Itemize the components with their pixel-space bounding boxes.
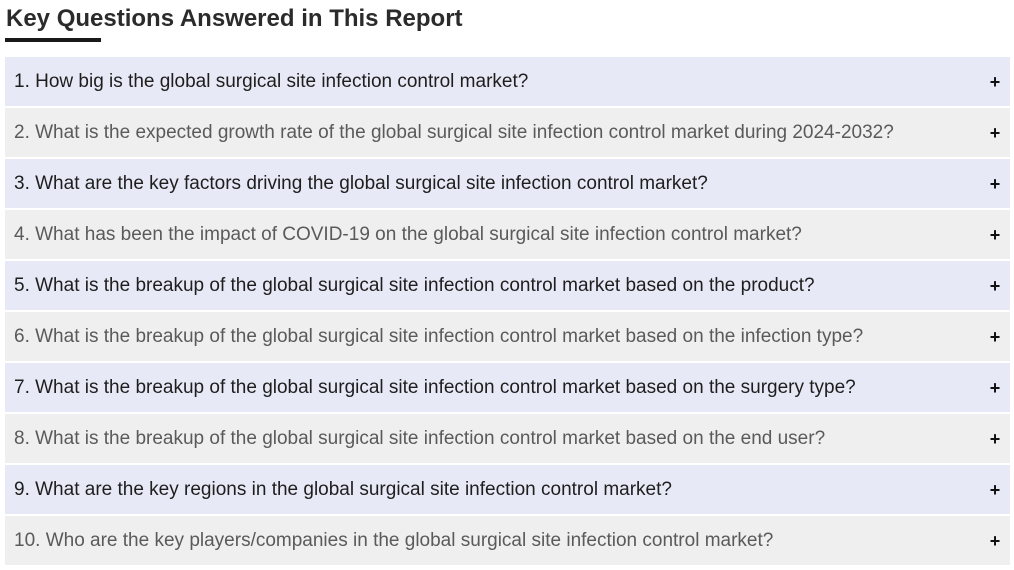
faq-question: 3. What are the key factors driving the … (14, 172, 708, 194)
faq-question: 9. What are the key regions in the globa… (14, 478, 672, 500)
section-heading: Key Questions Answered in This Report (6, 5, 463, 32)
faq-item[interactable]: 8. What is the breakup of the global sur… (5, 414, 1010, 463)
faq-list: 1. How big is the global surgical site i… (5, 57, 1010, 567)
plus-icon[interactable]: + (989, 326, 1001, 347)
faq-item[interactable]: 7. What is the breakup of the global sur… (5, 363, 1010, 412)
faq-question: 5. What is the breakup of the global sur… (14, 274, 815, 296)
faq-item[interactable]: 10. Who are the key players/companies in… (5, 516, 1010, 565)
faq-item[interactable]: 2. What is the expected growth rate of t… (5, 108, 1010, 157)
faq-item[interactable]: 4. What has been the impact of COVID-19 … (5, 210, 1010, 259)
heading-underline (5, 38, 101, 42)
faq-question: 7. What is the breakup of the global sur… (14, 376, 856, 398)
plus-icon[interactable]: + (989, 530, 1001, 551)
faq-item[interactable]: 5. What is the breakup of the global sur… (5, 261, 1010, 310)
faq-question: 1. How big is the global surgical site i… (14, 70, 529, 92)
faq-question: 10. Who are the key players/companies in… (14, 529, 774, 551)
plus-icon[interactable]: + (989, 173, 1001, 194)
plus-icon[interactable]: + (989, 275, 1001, 296)
faq-item[interactable]: 6. What is the breakup of the global sur… (5, 312, 1010, 361)
faq-question: 6. What is the breakup of the global sur… (14, 325, 864, 347)
faq-question: 8. What is the breakup of the global sur… (14, 427, 826, 449)
plus-icon[interactable]: + (989, 479, 1001, 500)
plus-icon[interactable]: + (989, 428, 1001, 449)
faq-question: 4. What has been the impact of COVID-19 … (14, 223, 802, 245)
faq-item[interactable]: 1. How big is the global surgical site i… (5, 57, 1010, 106)
plus-icon[interactable]: + (989, 377, 1001, 398)
plus-icon[interactable]: + (989, 224, 1001, 245)
faq-item[interactable]: 3. What are the key factors driving the … (5, 159, 1010, 208)
faq-item[interactable]: 9. What are the key regions in the globa… (5, 465, 1010, 514)
plus-icon[interactable]: + (989, 122, 1001, 143)
plus-icon[interactable]: + (989, 71, 1001, 92)
faq-question: 2. What is the expected growth rate of t… (14, 121, 894, 143)
